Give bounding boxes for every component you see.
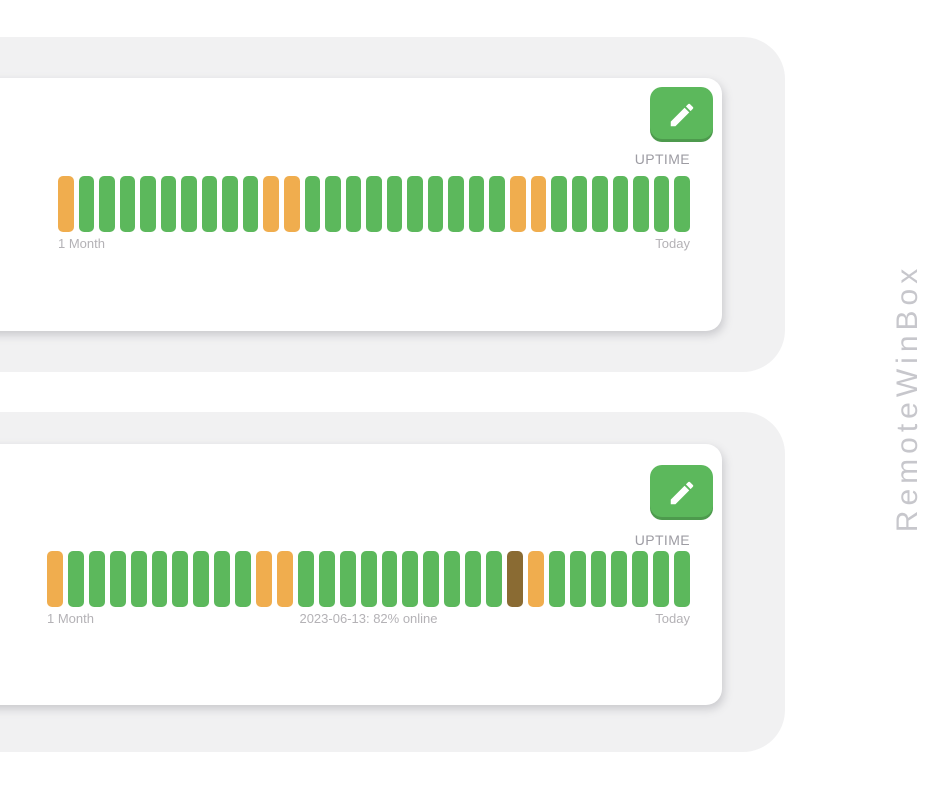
- uptime-day-bar[interactable]: [181, 176, 197, 232]
- today-label: Today: [655, 611, 690, 626]
- uptime-day-bar[interactable]: [88, 551, 105, 607]
- edit-uptime-button[interactable]: [650, 465, 713, 520]
- uptime-day-bar[interactable]: [284, 176, 300, 232]
- uptime-day-bar[interactable]: [510, 176, 526, 232]
- uptime-day-bar[interactable]: [263, 176, 280, 232]
- uptime-day-bar[interactable]: [67, 551, 84, 607]
- uptime-day-bar[interactable]: [140, 176, 156, 232]
- uptime-day-bar[interactable]: [407, 176, 423, 232]
- pencil-icon: [667, 100, 697, 130]
- period-label: 1 Month: [58, 236, 105, 251]
- uptime-day-bar[interactable]: [444, 551, 461, 607]
- uptime-day-bar[interactable]: [674, 551, 691, 607]
- uptime-day-bar[interactable]: [592, 176, 608, 232]
- uptime-heading: UPTIME: [634, 151, 690, 167]
- uptime-day-bar[interactable]: [47, 551, 63, 607]
- uptime-day-bar[interactable]: [612, 176, 629, 232]
- today-label: Today: [655, 236, 690, 251]
- uptime-card-2: UPTIME 1 Month 2023-06-13: 82% online To…: [0, 444, 722, 705]
- uptime-day-bar[interactable]: [366, 176, 382, 232]
- uptime-day-bar[interactable]: [160, 176, 177, 232]
- uptime-day-bar[interactable]: [256, 551, 272, 607]
- uptime-day-bar[interactable]: [297, 551, 314, 607]
- uptime-day-bar[interactable]: [653, 551, 670, 607]
- uptime-day-bar[interactable]: [486, 551, 502, 607]
- uptime-day-bar[interactable]: [571, 176, 588, 232]
- uptime-day-bar[interactable]: [130, 551, 147, 607]
- uptime-day-bar[interactable]: [530, 176, 547, 232]
- uptime-day-bar[interactable]: [427, 176, 444, 232]
- uptime-day-bar[interactable]: [674, 176, 690, 232]
- uptime-day-bar[interactable]: [58, 176, 74, 232]
- uptime-bars: [47, 551, 691, 607]
- uptime-day-bar[interactable]: [151, 551, 168, 607]
- period-label: 1 Month: [47, 611, 94, 626]
- uptime-day-bar[interactable]: [242, 176, 259, 232]
- uptime-day-bar[interactable]: [569, 551, 586, 607]
- uptime-day-bar[interactable]: [611, 551, 628, 607]
- uptime-day-bar[interactable]: [506, 551, 523, 607]
- uptime-day-bar[interactable]: [345, 176, 362, 232]
- uptime-day-bar[interactable]: [109, 551, 126, 607]
- uptime-day-bar[interactable]: [201, 176, 218, 232]
- uptime-day-bar[interactable]: [172, 551, 189, 607]
- uptime-day-bar[interactable]: [468, 176, 485, 232]
- uptime-day-bar[interactable]: [119, 176, 136, 232]
- uptime-day-bar[interactable]: [339, 551, 356, 607]
- uptime-day-bar[interactable]: [527, 551, 544, 607]
- uptime-day-bar[interactable]: [489, 176, 506, 232]
- remotewinbox-watermark: RemoteWinBox: [891, 263, 924, 533]
- uptime-day-bar[interactable]: [99, 176, 115, 232]
- pencil-icon: [667, 478, 697, 508]
- uptime-day-bar[interactable]: [423, 551, 440, 607]
- uptime-day-bar[interactable]: [381, 551, 398, 607]
- hover-tooltip-label: 2023-06-13: 82% online: [299, 611, 438, 626]
- uptime-day-bar[interactable]: [548, 551, 565, 607]
- uptime-day-bar[interactable]: [551, 176, 567, 232]
- uptime-day-bar[interactable]: [78, 176, 95, 232]
- uptime-day-bar[interactable]: [325, 176, 341, 232]
- uptime-day-bar[interactable]: [633, 176, 649, 232]
- uptime-day-bar[interactable]: [276, 551, 293, 607]
- uptime-day-bar[interactable]: [448, 176, 464, 232]
- uptime-day-bar[interactable]: [222, 176, 238, 232]
- uptime-day-bar[interactable]: [590, 551, 607, 607]
- uptime-day-bar[interactable]: [465, 551, 482, 607]
- uptime-heading: UPTIME: [634, 532, 690, 548]
- uptime-day-bar[interactable]: [214, 551, 231, 607]
- uptime-bars: [58, 176, 690, 232]
- uptime-day-bar[interactable]: [632, 551, 649, 607]
- uptime-day-bar[interactable]: [402, 551, 419, 607]
- uptime-day-bar[interactable]: [653, 176, 670, 232]
- uptime-day-bar[interactable]: [193, 551, 210, 607]
- uptime-day-bar[interactable]: [386, 176, 403, 232]
- uptime-card-1: UPTIME 1 Month Today: [0, 78, 722, 331]
- uptime-day-bar[interactable]: [304, 176, 321, 232]
- uptime-day-bar[interactable]: [360, 551, 377, 607]
- uptime-day-bar[interactable]: [318, 551, 335, 607]
- edit-uptime-button[interactable]: [650, 87, 713, 142]
- uptime-day-bar[interactable]: [235, 551, 252, 607]
